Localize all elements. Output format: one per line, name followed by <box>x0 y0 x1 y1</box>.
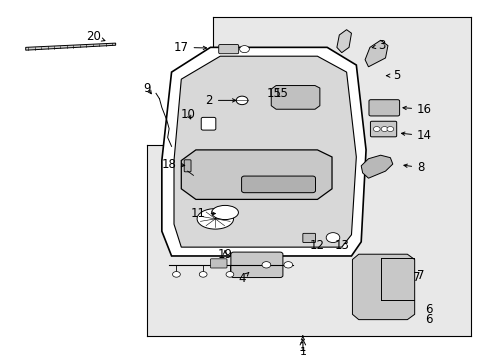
Polygon shape <box>26 43 116 50</box>
FancyBboxPatch shape <box>218 45 238 54</box>
Text: 9: 9 <box>143 81 151 95</box>
Text: 6: 6 <box>425 302 432 315</box>
Circle shape <box>239 46 249 53</box>
Polygon shape <box>271 86 319 109</box>
FancyBboxPatch shape <box>210 259 226 268</box>
Text: 4: 4 <box>238 273 248 285</box>
Circle shape <box>199 271 206 277</box>
Text: 8: 8 <box>403 161 424 174</box>
Text: 20: 20 <box>86 30 105 43</box>
Ellipse shape <box>211 206 238 220</box>
Text: 15: 15 <box>273 87 288 100</box>
Text: 19: 19 <box>217 248 232 261</box>
FancyBboxPatch shape <box>370 121 396 137</box>
Circle shape <box>380 127 387 131</box>
Text: 2: 2 <box>205 94 235 107</box>
Text: 3: 3 <box>371 39 385 52</box>
FancyBboxPatch shape <box>302 233 315 243</box>
Polygon shape <box>147 17 469 336</box>
Polygon shape <box>361 155 392 178</box>
Circle shape <box>386 127 393 131</box>
Circle shape <box>236 96 247 105</box>
Polygon shape <box>181 150 331 199</box>
Text: 5: 5 <box>386 69 399 82</box>
Polygon shape <box>365 40 387 67</box>
Text: 7: 7 <box>412 271 420 284</box>
Circle shape <box>225 271 233 277</box>
Text: 16: 16 <box>402 103 431 116</box>
FancyBboxPatch shape <box>241 176 315 193</box>
Text: 11: 11 <box>190 207 215 220</box>
Polygon shape <box>336 30 351 53</box>
Text: 15: 15 <box>265 87 281 100</box>
Text: 14: 14 <box>401 129 431 142</box>
Polygon shape <box>352 254 414 320</box>
Circle shape <box>325 233 339 243</box>
FancyBboxPatch shape <box>184 160 191 172</box>
Circle shape <box>172 271 180 277</box>
Text: 7: 7 <box>416 269 424 282</box>
FancyBboxPatch shape <box>201 117 215 130</box>
Polygon shape <box>174 56 356 247</box>
Circle shape <box>284 262 292 268</box>
Text: 17: 17 <box>173 41 206 54</box>
Ellipse shape <box>197 208 233 229</box>
Text: 12: 12 <box>309 239 324 252</box>
Circle shape <box>372 127 379 131</box>
Text: 6: 6 <box>425 313 432 326</box>
Text: 18: 18 <box>161 158 184 171</box>
Text: 10: 10 <box>181 108 196 121</box>
FancyBboxPatch shape <box>368 100 399 116</box>
Text: 1: 1 <box>299 336 306 354</box>
Polygon shape <box>162 48 366 256</box>
FancyBboxPatch shape <box>230 252 283 278</box>
Circle shape <box>262 262 270 268</box>
Text: 1: 1 <box>299 347 305 357</box>
Text: 13: 13 <box>334 239 348 252</box>
